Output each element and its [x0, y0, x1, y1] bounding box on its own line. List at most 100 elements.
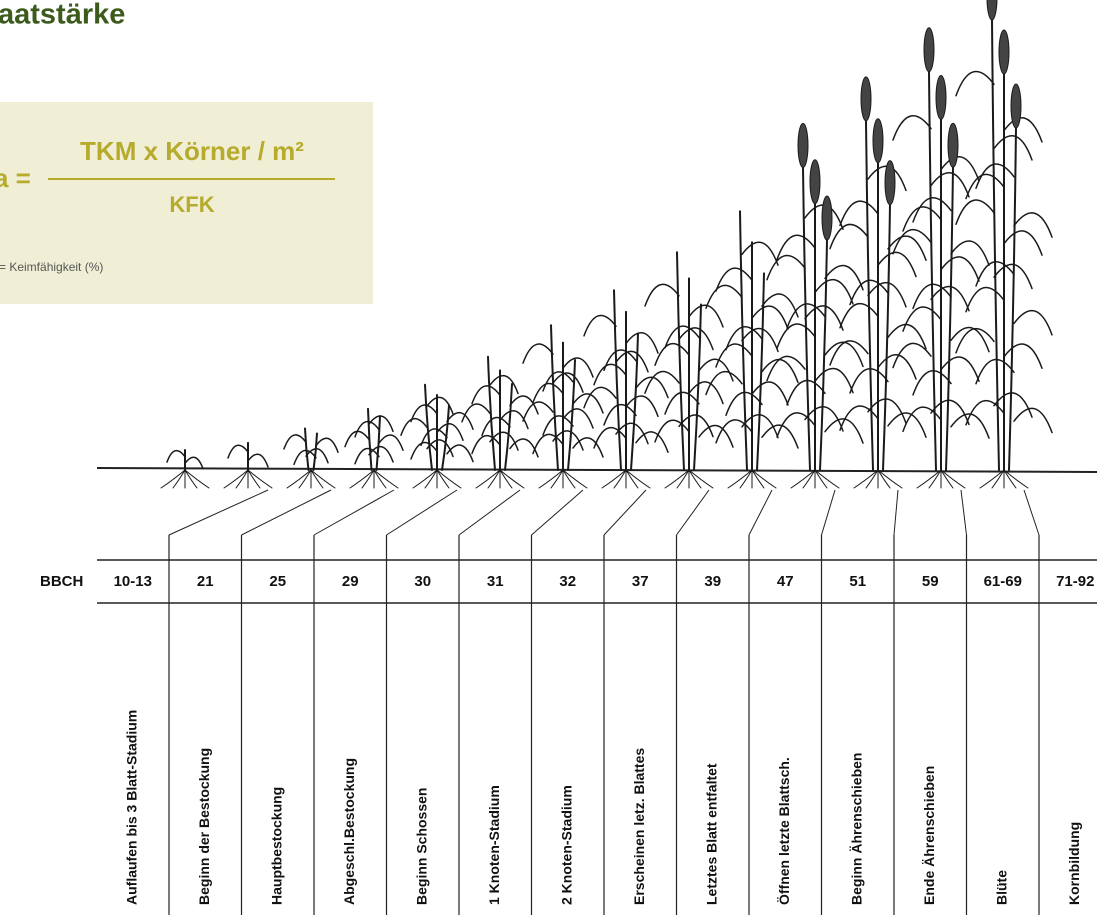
- plant-part: [878, 470, 890, 488]
- plant-part: [966, 287, 1004, 311]
- plant-part: [956, 71, 994, 95]
- plant-part: [362, 470, 374, 488]
- plant-part: [948, 123, 958, 167]
- stage-label: Hauptbestockung: [268, 787, 284, 905]
- plant-part: [490, 432, 518, 450]
- connector-line: [532, 490, 584, 535]
- plant-part: [976, 359, 1014, 383]
- plant-part: [185, 470, 209, 488]
- plant-part: [173, 470, 185, 488]
- stage-label: Beginn Ährenschieben: [848, 753, 864, 905]
- plant-part: [716, 268, 752, 291]
- plant-part: [185, 470, 197, 488]
- page: aatstärke a = TKM x Körner / m² KFK = Ke…: [0, 0, 1097, 915]
- bbch-code: 39: [704, 573, 721, 590]
- stage-label: Öffnen letzte Blattsch.: [776, 757, 792, 905]
- plant-part: [636, 377, 668, 397]
- plant-part: [500, 470, 524, 488]
- plant-part: [505, 384, 512, 470]
- plant-part: [994, 136, 1032, 160]
- plant-part: [167, 451, 185, 462]
- plant-part: [563, 409, 593, 428]
- bbch-code: 30: [414, 573, 431, 590]
- connector-line: [749, 490, 772, 535]
- plant-part: [888, 236, 926, 260]
- plant-part: [994, 393, 1032, 417]
- plant-part: [1011, 84, 1021, 128]
- plant-part: [1014, 311, 1052, 335]
- connector-line: [822, 490, 836, 535]
- plant: [462, 357, 538, 488]
- plant-part: [437, 470, 449, 488]
- plant-part: [924, 28, 934, 72]
- plant-part: [840, 304, 878, 328]
- plant-part: [777, 324, 815, 348]
- plant-part: [161, 470, 185, 488]
- plant-part: [645, 284, 679, 306]
- plant-part: [425, 385, 432, 470]
- plant-part: [791, 470, 815, 488]
- plant-part: [594, 428, 626, 448]
- plant-part: [931, 173, 969, 197]
- plant-part: [490, 376, 518, 394]
- plant-part: [868, 283, 906, 307]
- plant-part: [893, 116, 931, 140]
- plant-part: [980, 470, 1004, 488]
- plant-part: [614, 290, 621, 470]
- plant-part: [805, 407, 843, 431]
- plant-part: [706, 372, 742, 395]
- formula-numerator: TKM x Körner / m²: [80, 136, 304, 166]
- plant-part: [699, 359, 733, 381]
- plant-part: [893, 230, 931, 254]
- plant-part: [840, 201, 878, 225]
- plant-part: [679, 328, 713, 350]
- plant-part: [604, 350, 636, 370]
- plant-part: [830, 224, 868, 248]
- plant-part: [798, 123, 808, 167]
- plant-part: [500, 470, 512, 488]
- plant-part: [224, 470, 248, 488]
- plant-part: [854, 470, 878, 488]
- formula-denominator: KFK: [169, 192, 214, 217]
- plant: [956, 0, 1052, 488]
- plant-part: [236, 470, 248, 488]
- plant-part: [941, 257, 979, 281]
- plant-part: [311, 470, 323, 488]
- plant-part: [878, 252, 916, 276]
- plant-part: [677, 470, 689, 488]
- plant-part: [350, 470, 374, 488]
- plant-part: [447, 445, 473, 462]
- formula-lhs: a =: [0, 163, 31, 193]
- plant-part: [355, 448, 379, 463]
- plant-part: [866, 470, 878, 488]
- connector-line: [1024, 490, 1039, 535]
- plant-part: [311, 470, 335, 488]
- stage-label: Erscheinen letz. Blattes: [631, 748, 647, 905]
- connector-line: [961, 490, 967, 535]
- plant-part: [425, 470, 437, 488]
- plant-part: [815, 280, 853, 304]
- bbch-code: 51: [849, 573, 866, 590]
- plant-part: [563, 470, 575, 488]
- bbch-code: 37: [632, 573, 649, 590]
- stage-label: Beginn der Bestockung: [196, 748, 212, 905]
- plant-part: [472, 386, 500, 404]
- plant-part: [1014, 408, 1052, 432]
- stage-label: Auflaufen bis 3 Blatt-Stadium: [123, 710, 139, 905]
- plant-part: [1004, 344, 1042, 368]
- plant-part: [677, 252, 684, 470]
- plant: [401, 385, 473, 488]
- plant-part: [655, 344, 689, 366]
- bbch-code: 59: [922, 573, 939, 590]
- plant-part: [305, 428, 309, 470]
- plant-part: [716, 344, 752, 367]
- plant-part: [815, 470, 839, 488]
- connector-line: [894, 490, 898, 535]
- plant-part: [1004, 118, 1042, 142]
- formula-note: = Keimfähigkeit (%): [0, 260, 103, 274]
- connector-line: [387, 490, 458, 535]
- plant-part: [825, 419, 863, 443]
- plant-part: [752, 470, 764, 488]
- plant-part: [966, 174, 1004, 198]
- plant-part: [645, 371, 679, 393]
